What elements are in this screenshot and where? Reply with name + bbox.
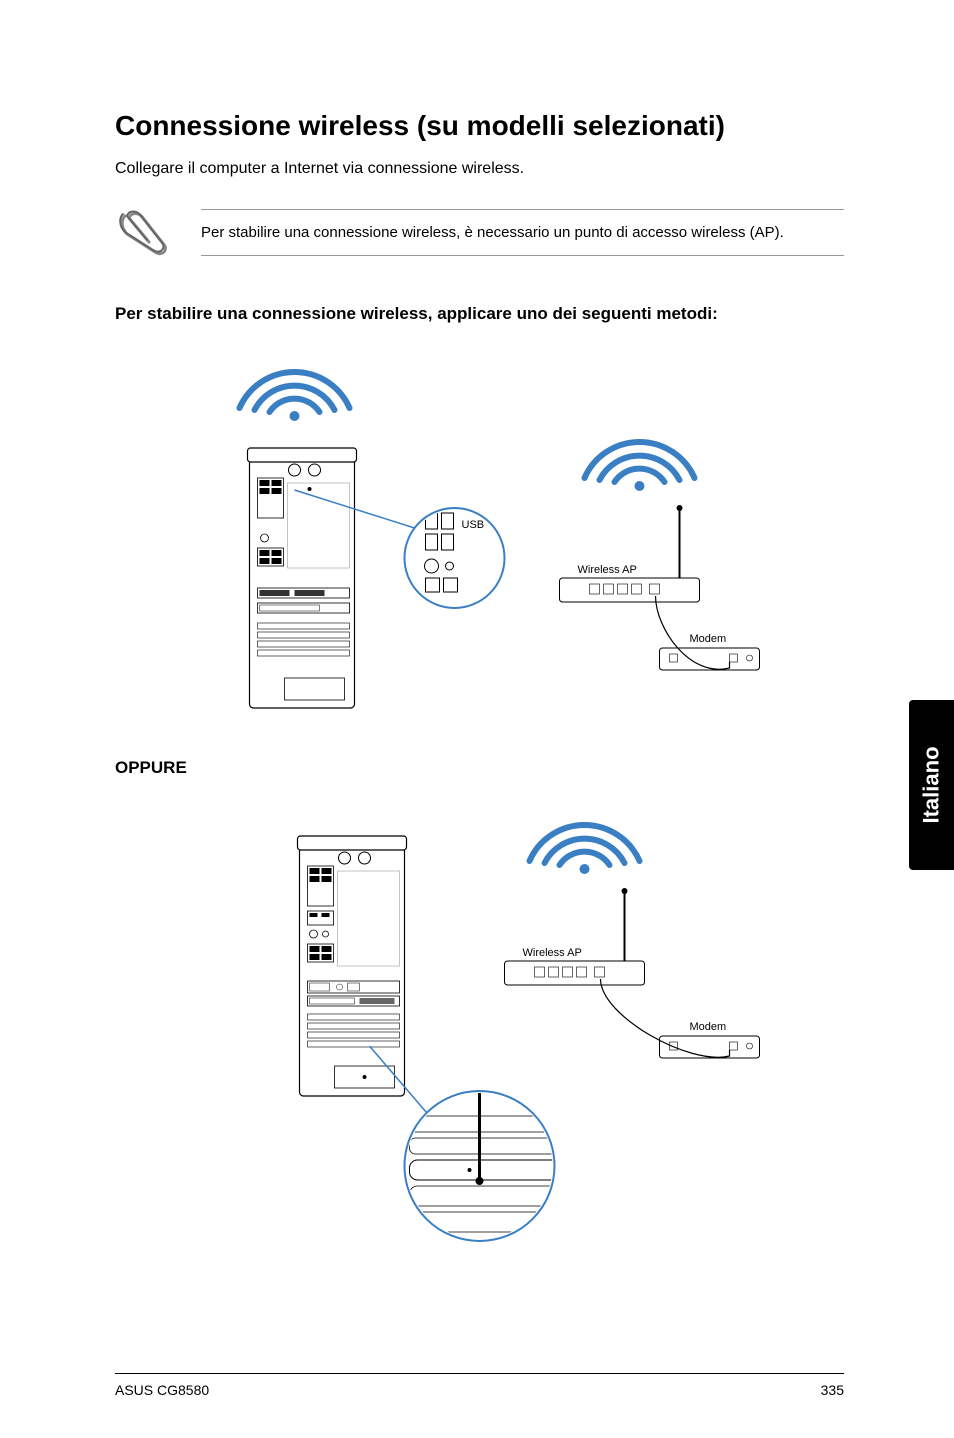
or-label: OPPURE	[115, 758, 844, 778]
modem-label-2: Modem	[690, 1021, 727, 1033]
tower-pc-icon-2	[298, 836, 407, 1096]
wireless-ap-label-2: Wireless AP	[523, 947, 582, 959]
diagram-1: USB Wireless AP	[115, 348, 844, 748]
wireless-ap-icon: Wireless AP	[560, 505, 700, 602]
svg-text:USB: USB	[462, 519, 485, 531]
diagram-2: Wireless AP Modem	[115, 786, 844, 1246]
intro-text: Collegare il computer a Internet via con…	[115, 160, 844, 178]
language-tab-label: Italiano	[919, 746, 945, 823]
modem-icon-2: Modem	[660, 1021, 760, 1058]
note-block: Per stabilire una connessione wireless, …	[115, 208, 844, 256]
wifi-signal-ap-icon-2	[530, 825, 640, 874]
note-text-container: Per stabilire una connessione wireless, …	[201, 209, 844, 256]
paperclip-icon	[115, 208, 173, 256]
modem-icon: Modem	[660, 633, 760, 670]
page-content: Connessione wireless (su modelli selezio…	[0, 0, 954, 1438]
tower-pc-icon	[248, 448, 357, 708]
wireless-ap-icon-2: Wireless AP	[505, 888, 645, 985]
language-tab: Italiano	[909, 700, 954, 870]
wireless-ap-label-1: Wireless AP	[578, 564, 637, 576]
wifi-signal-tower-icon	[240, 372, 350, 421]
wifi-signal-ap-icon	[585, 442, 695, 491]
footer-left: ASUS CG8580	[115, 1382, 209, 1398]
page-footer: ASUS CG8580 335	[115, 1373, 844, 1398]
modem-label-1: Modem	[690, 633, 727, 645]
diagram-1-svg: USB Wireless AP	[115, 348, 844, 748]
subhead-rest: applicare uno dei seguenti metodi:	[432, 304, 717, 323]
page-title: Connessione wireless (su modelli selezio…	[115, 110, 844, 142]
footer-page-number: 335	[821, 1382, 844, 1398]
note-text: Per stabilire una connessione wireless, …	[201, 224, 844, 241]
diagram-2-svg: Wireless AP Modem	[115, 786, 844, 1246]
subhead: Per stabilire una connessione wireless, …	[115, 304, 844, 324]
subhead-bold: Per stabilire una connessione wireless,	[115, 304, 432, 323]
